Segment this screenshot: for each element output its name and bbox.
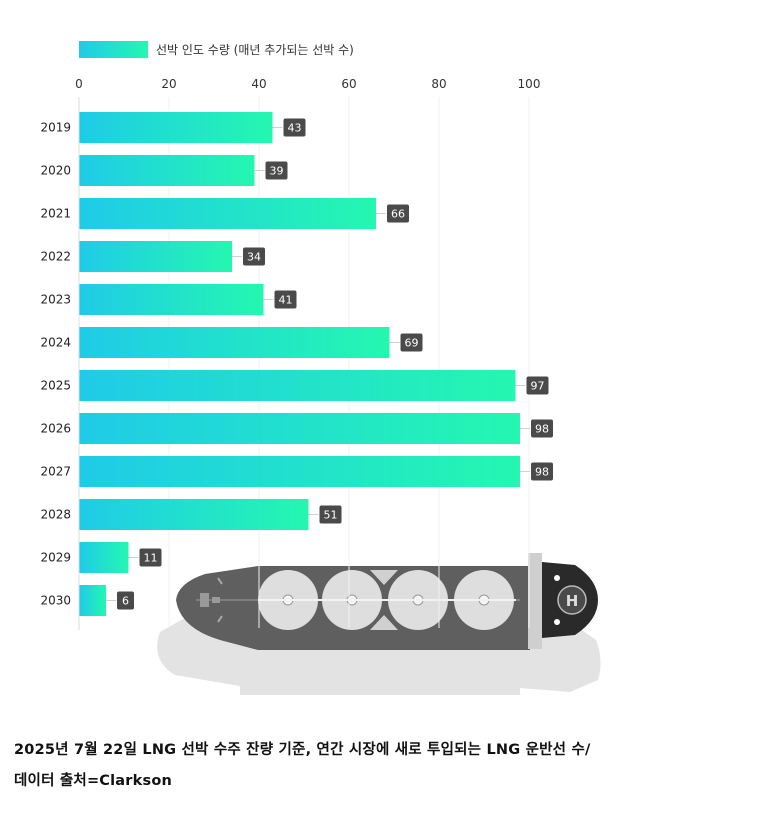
bar	[79, 413, 520, 444]
x-tick-label: 60	[341, 77, 356, 91]
svg-text:H: H	[566, 592, 579, 610]
data-label-box	[531, 462, 553, 481]
bar	[79, 327, 390, 358]
bar	[79, 542, 129, 573]
bar	[79, 585, 106, 616]
bar	[79, 198, 376, 229]
data-label-box	[387, 204, 409, 223]
x-axis-ticks: 0 20 40 60 80 100	[75, 77, 540, 91]
data-label-box	[400, 333, 423, 352]
bar	[79, 112, 273, 143]
data-label-box	[265, 161, 288, 180]
y-tick-label: 2021	[40, 207, 71, 221]
data-label-box	[274, 290, 297, 309]
legend: 선박 인도 수량 (매년 추가되는 선박 수)	[79, 41, 354, 58]
data-label-box	[319, 505, 342, 524]
caption-line-2: 데이터 출처=Clarkson	[14, 773, 173, 789]
lng-carrier-ship-icon: H	[157, 553, 601, 695]
y-tick-label: 2024	[40, 336, 71, 350]
data-label: 66	[391, 208, 405, 221]
y-tick-label: 2025	[40, 379, 71, 393]
data-label: 11	[144, 552, 158, 565]
y-tick-label: 2027	[40, 465, 71, 479]
data-label-box	[526, 376, 549, 395]
x-tick-label: 20	[161, 77, 176, 91]
data-label: 98	[535, 466, 549, 479]
bar	[79, 370, 516, 401]
x-tick-label: 40	[251, 77, 266, 91]
y-tick-label: 2019	[40, 121, 71, 135]
y-tick-label: 2022	[40, 250, 71, 264]
data-label: 97	[531, 380, 545, 393]
y-tick-label: 2020	[40, 164, 71, 178]
bar	[79, 456, 520, 487]
x-tick-label: 0	[75, 77, 83, 91]
legend-swatch	[79, 41, 148, 58]
legend-label: 선박 인도 수량 (매년 추가되는 선박 수)	[156, 43, 354, 57]
x-tick-label: 100	[518, 77, 541, 91]
data-label: 98	[535, 423, 549, 436]
data-label: 43	[288, 122, 302, 135]
y-tick-label: 2026	[40, 422, 71, 436]
data-label: 39	[270, 165, 284, 178]
bar-chart: 선박 인도 수량 (매년 추가되는 선박 수) H 0 20 40 60 80 100 2…	[40, 41, 601, 695]
bars: 2019 43 2020 39 2021 66 2022 34 2023 41 2024 69 2025…	[40, 112, 553, 616]
data-label-box	[139, 548, 162, 567]
y-tick-label: 2029	[40, 551, 71, 565]
bar	[79, 499, 309, 530]
bar	[79, 155, 255, 186]
data-label-box	[283, 118, 306, 137]
data-label-box	[243, 247, 265, 266]
data-label-box	[531, 419, 553, 438]
data-label: 6	[122, 595, 129, 608]
caption-line-1: 2025년 7월 22일 LNG 선박 수주 잔량 기준, 연간 시장에 새로 …	[14, 742, 591, 758]
y-tick-label: 2030	[40, 594, 71, 608]
data-label: 69	[405, 337, 419, 350]
y-tick-label: 2023	[40, 293, 71, 307]
data-label-box	[117, 591, 134, 610]
y-tick-label: 2028	[40, 508, 71, 522]
data-label: 41	[279, 294, 293, 307]
bar	[79, 284, 264, 315]
bar	[79, 241, 232, 272]
data-label: 34	[247, 251, 261, 264]
data-label: 51	[324, 509, 338, 522]
x-tick-label: 80	[431, 77, 446, 91]
